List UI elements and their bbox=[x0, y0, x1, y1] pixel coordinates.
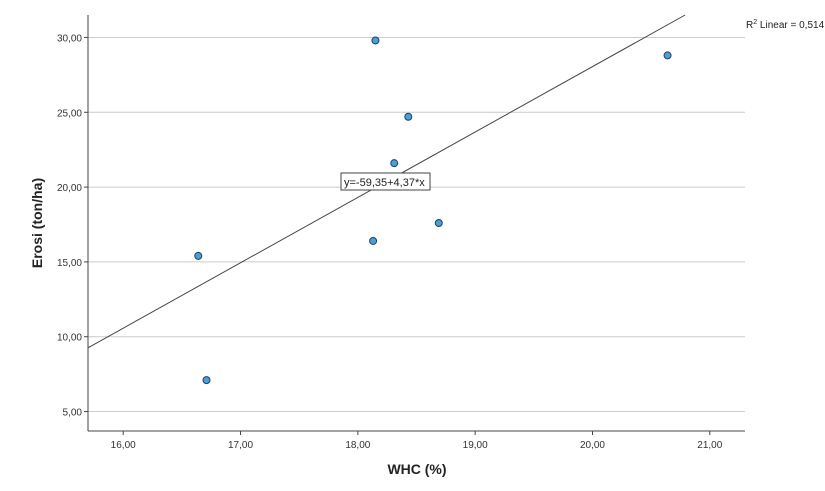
y-tick-label: 5,00 bbox=[63, 408, 83, 419]
y-tick-label: 15,00 bbox=[57, 258, 82, 269]
plot-frame bbox=[87, 15, 745, 432]
r-squared-superscript: 2 bbox=[753, 19, 757, 26]
x-tick-label: 20,00 bbox=[580, 440, 605, 451]
equation-label: y=-59,35+4,37*x bbox=[344, 177, 425, 189]
x-tick-label: 21,00 bbox=[697, 440, 722, 451]
y-tick-label: 20,00 bbox=[57, 183, 82, 194]
gridlines bbox=[88, 36, 745, 413]
data-point bbox=[202, 376, 211, 385]
data-point bbox=[194, 251, 203, 260]
data-points bbox=[194, 36, 672, 385]
data-point bbox=[369, 236, 378, 245]
y-tick-label: 10,00 bbox=[57, 333, 82, 344]
y-tick-label: 25,00 bbox=[57, 108, 82, 119]
data-point bbox=[371, 36, 380, 45]
x-tick-label: 17,00 bbox=[228, 440, 253, 451]
y-tick-label: 30,00 bbox=[57, 33, 82, 44]
equation-box: y=-59,35+4,37*x bbox=[340, 172, 431, 191]
x-axis-ticks: 16,00 17,00 18,00 19,00 20,00 21,00 bbox=[111, 431, 723, 451]
data-point bbox=[390, 159, 399, 168]
y-axis-title: Erosi (ton/ha) bbox=[29, 178, 45, 268]
x-tick-label: 16,00 bbox=[111, 440, 136, 451]
data-point bbox=[404, 112, 413, 121]
equation-box-border bbox=[340, 172, 431, 191]
x-tick-label: 19,00 bbox=[463, 440, 488, 451]
y-axis-ticks: 5,00 10,00 15,00 20,00 25,00 30,00 bbox=[57, 33, 88, 419]
r-squared-label: R2 Linear = 0,514 bbox=[746, 19, 825, 31]
x-tick-label: 18,00 bbox=[345, 440, 370, 451]
data-point bbox=[663, 51, 672, 60]
x-axis-title: WHC (%) bbox=[387, 461, 446, 477]
data-point bbox=[434, 219, 443, 227]
r-squared-value: Linear = 0,514 bbox=[757, 20, 824, 31]
r-squared-prefix: R bbox=[746, 20, 753, 31]
